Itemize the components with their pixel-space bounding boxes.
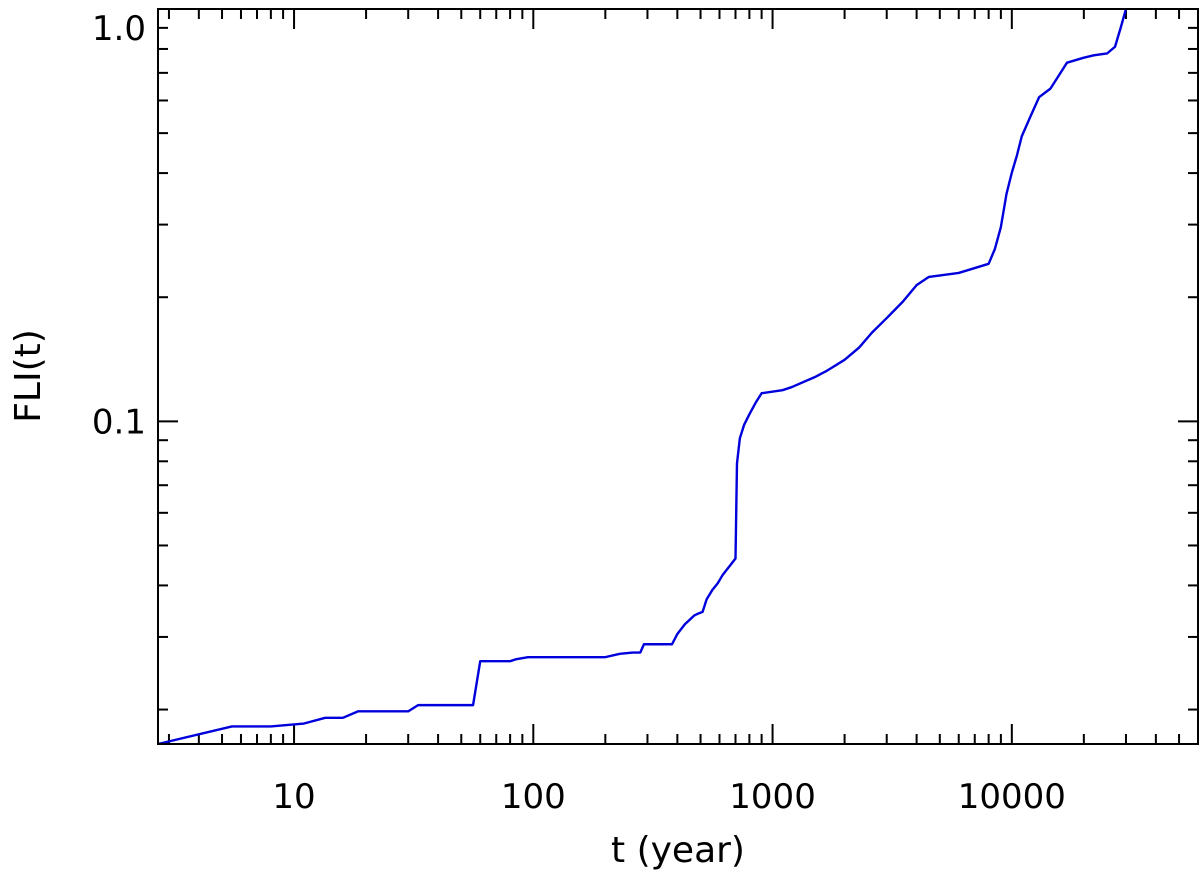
plot-frame xyxy=(157,8,1199,745)
series-line xyxy=(157,8,1128,746)
y-axis-label: FLI(t) xyxy=(8,329,49,423)
y-tick-label: 0.1 xyxy=(92,402,146,442)
x-tick-label: 10 xyxy=(272,777,315,817)
x-tick-label: 1000 xyxy=(729,777,816,817)
x-tick-label: 100 xyxy=(501,777,566,817)
x-tick-label: 10000 xyxy=(958,777,1066,817)
tick-labels: 10 100 1000 10000 0.1 1.0 xyxy=(92,9,1066,817)
axis-ticks xyxy=(158,8,1199,744)
y-tick-label: 1.0 xyxy=(92,9,146,49)
x-axis-label: t (year) xyxy=(611,830,745,871)
